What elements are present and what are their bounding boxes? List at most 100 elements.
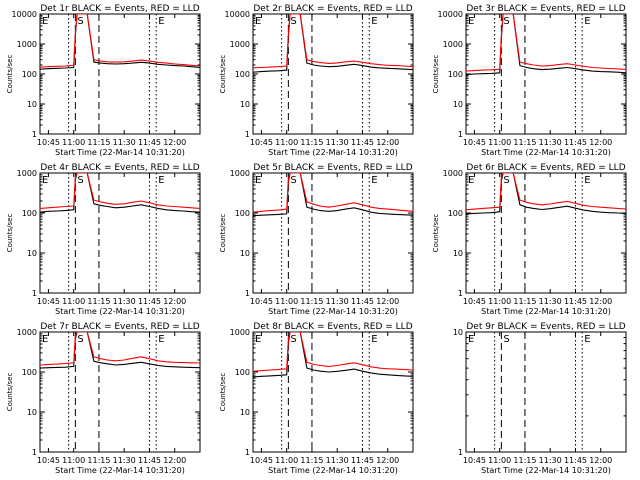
- x-axis-label: Start Time (22-Mar-14 10:31:20): [55, 148, 185, 157]
- series-line: [253, 173, 413, 217]
- marker-label: E: [371, 175, 377, 186]
- plot-frame: [252, 13, 414, 135]
- marker-label: E: [158, 334, 164, 345]
- x-tick-label: 11:45: [564, 297, 587, 306]
- y-tick-label: 10000: [12, 10, 37, 19]
- x-tick-label: 12:00: [376, 456, 399, 465]
- plot-frame: [39, 172, 201, 294]
- y-tick-label: 100: [448, 70, 463, 79]
- y-tick-label: 100: [235, 209, 250, 218]
- marker-label: E: [158, 16, 164, 27]
- x-tick-label: 11:30: [539, 297, 562, 306]
- x-tick-label: 11:15: [300, 138, 323, 147]
- y-axis-label: Counts/sec: [6, 214, 14, 253]
- marker-label: E: [42, 334, 48, 345]
- chart-panel-det-1: Det 1r BLACK = Events, RED = LLD 1 10 100 10…: [6, 4, 201, 157]
- y-axis-label: Counts/sec: [6, 373, 14, 412]
- chart-panel-det-2: Det 2r BLACK = Events, RED = LLD 1 10 100 10…: [219, 4, 414, 157]
- marker-label: S: [503, 334, 509, 345]
- x-tick-label: 11:00: [62, 456, 85, 465]
- y-tick-label: 10: [453, 249, 463, 258]
- y-tick-label: 1: [458, 289, 463, 298]
- marker-label: E: [255, 16, 261, 27]
- series-line: [253, 14, 413, 73]
- series-line: [466, 173, 626, 211]
- y-tick-label: 100: [235, 368, 250, 377]
- x-tick-label: 11:45: [351, 138, 374, 147]
- x-tick-label: 11:30: [326, 297, 349, 306]
- chart-panel-det-4: Det 4r BLACK = Events, RED = LLD 1 10 100 10…: [6, 163, 201, 316]
- x-tick-label: 11:30: [113, 138, 136, 147]
- marker-label: E: [584, 334, 590, 345]
- y-tick-label: 1000: [443, 169, 463, 178]
- series-line: [466, 173, 626, 215]
- chart-panel-det-7: Det 7r BLACK = Events, RED = LLD 1 10 100 10…: [6, 322, 201, 475]
- x-tick-label: 11:00: [275, 138, 298, 147]
- chart-title: Det 2r BLACK = Events, RED = LLD: [253, 4, 412, 14]
- x-tick-label: 11:15: [513, 456, 536, 465]
- x-tick-label: 11:30: [326, 138, 349, 147]
- y-tick-label: 1000: [17, 169, 37, 178]
- y-tick-label: 100: [22, 70, 37, 79]
- x-tick-label: 11:15: [87, 456, 110, 465]
- series-line: [253, 14, 413, 69]
- x-tick-label: 12:00: [163, 456, 186, 465]
- chart-panel-det-5: Det 5r BLACK = Events, RED = LLD 1 10 100 10…: [219, 163, 414, 316]
- chart-title: Det 4r BLACK = Events, RED = LLD: [40, 163, 199, 173]
- marker-label: E: [42, 16, 48, 27]
- x-tick-label: 11:00: [488, 138, 511, 147]
- x-tick-label: 11:45: [351, 297, 374, 306]
- y-tick-label: 1: [245, 448, 250, 457]
- y-axis-label: Counts/sec: [219, 373, 227, 412]
- x-tick-label: 11:30: [539, 138, 562, 147]
- x-tick-label: 11:00: [62, 297, 85, 306]
- y-tick-label: 10000: [438, 10, 463, 19]
- y-tick-label: 10: [27, 408, 37, 417]
- x-tick-label: 10:45: [37, 297, 60, 306]
- marker-label: E: [255, 334, 261, 345]
- x-tick-label: 11:00: [62, 138, 85, 147]
- x-tick-label: 11:30: [539, 456, 562, 465]
- x-tick-label: 11:45: [564, 138, 587, 147]
- y-tick-label: 1000: [17, 40, 37, 49]
- marker-label: E: [255, 175, 261, 186]
- y-tick-label: 1: [458, 130, 463, 139]
- marker-label: S: [503, 175, 509, 186]
- x-tick-label: 11:45: [564, 456, 587, 465]
- marker-label: E: [158, 175, 164, 186]
- y-tick-label: 1000: [230, 328, 250, 337]
- y-axis-label: Counts/sec: [432, 214, 440, 253]
- x-tick-label: 11:00: [275, 456, 298, 465]
- x-tick-label: 11:15: [513, 138, 536, 147]
- y-axis-label: Counts/sec: [432, 55, 440, 94]
- x-tick-label: 11:00: [488, 456, 511, 465]
- plot-frame: [39, 331, 201, 453]
- x-axis-label: Start Time (22-Mar-14 10:31:20): [481, 307, 611, 316]
- y-tick-label: 100: [235, 70, 250, 79]
- x-tick-label: 11:45: [138, 297, 161, 306]
- chart-title: Det 8r BLACK = Events, RED = LLD: [253, 322, 412, 332]
- y-tick-label: 1000: [443, 40, 463, 49]
- chart-panel-det-9: Det 9r BLACK = Events, RED = LLD 1 10 10:45…: [453, 322, 627, 475]
- marker-label: S: [290, 16, 296, 27]
- x-tick-label: 10:45: [463, 297, 486, 306]
- x-tick-label: 11:15: [300, 297, 323, 306]
- y-tick-label: 1: [32, 130, 37, 139]
- x-tick-label: 12:00: [163, 297, 186, 306]
- x-tick-label: 12:00: [163, 138, 186, 147]
- x-tick-label: 11:15: [87, 138, 110, 147]
- y-tick-label: 1000: [17, 328, 37, 337]
- marker-label: E: [468, 16, 474, 27]
- series-line: [466, 14, 626, 76]
- y-tick-label: 1: [32, 289, 37, 298]
- series-line: [40, 14, 200, 70]
- chart-title: Det 5r BLACK = Events, RED = LLD: [253, 163, 412, 173]
- y-tick-label: 10: [27, 249, 37, 258]
- x-axis-label: Start Time (22-Mar-14 10:31:20): [268, 148, 398, 157]
- x-tick-label: 10:45: [37, 138, 60, 147]
- plot-frame: [39, 13, 201, 135]
- x-tick-label: 11:15: [87, 297, 110, 306]
- x-tick-label: 12:00: [589, 297, 612, 306]
- marker-label: S: [503, 16, 509, 27]
- x-tick-label: 12:00: [376, 297, 399, 306]
